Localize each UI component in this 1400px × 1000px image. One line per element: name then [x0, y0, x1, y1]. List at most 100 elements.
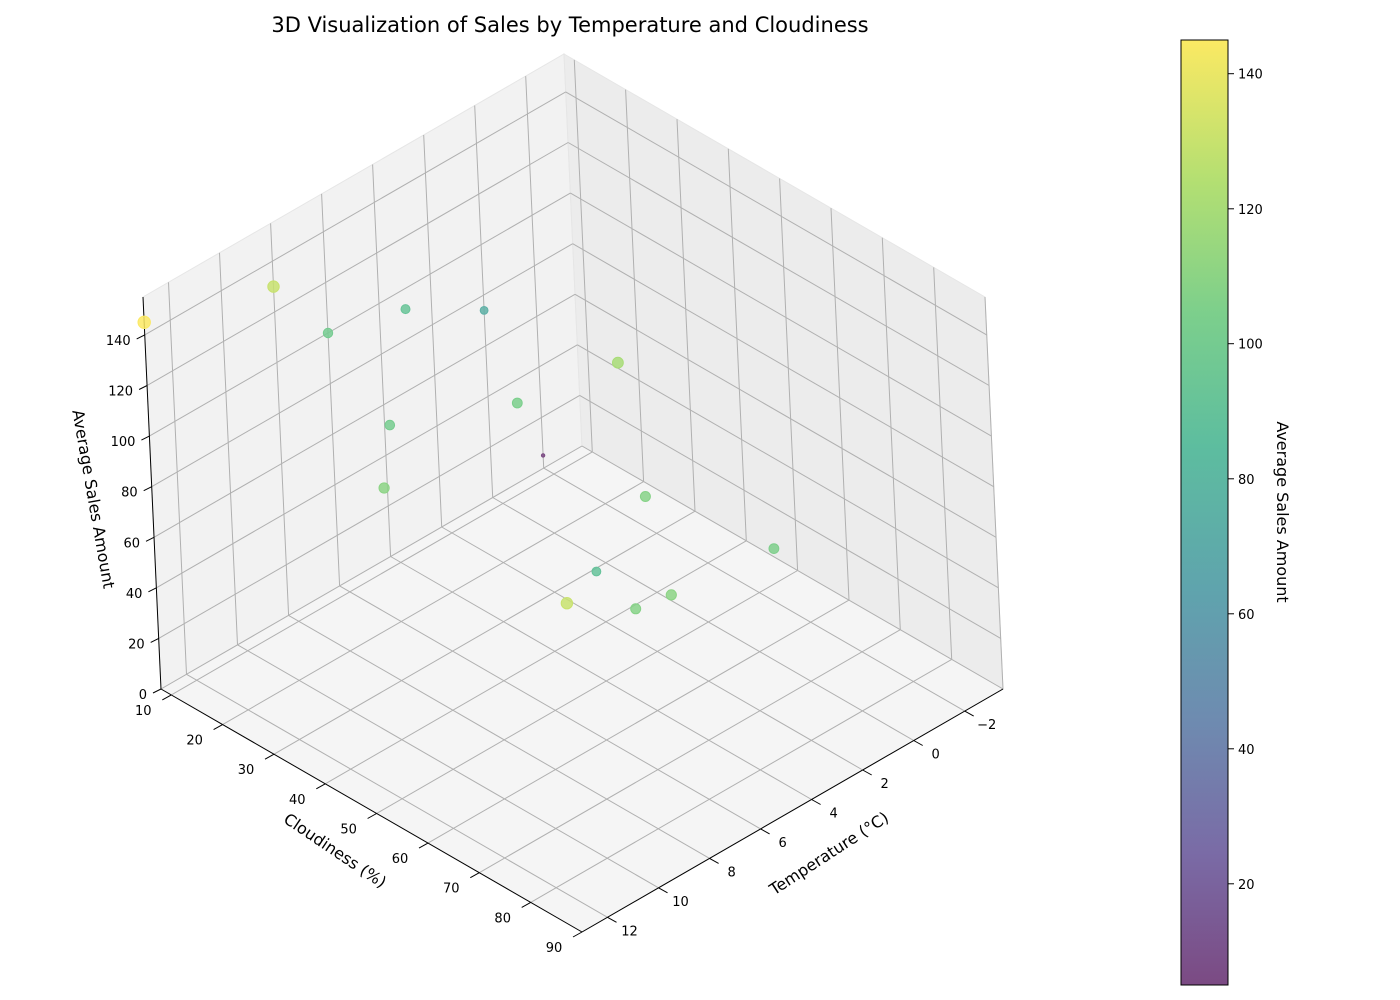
- z-tick-mark: [138, 385, 148, 390]
- y-tick-mark: [213, 724, 223, 731]
- grid-line-z-left: [151, 243, 573, 488]
- z-tick-mark: [136, 334, 145, 340]
- scatter-point: [137, 315, 151, 329]
- x-tick-label: −2: [977, 718, 996, 733]
- x-tick-mark: [709, 857, 719, 864]
- grid-line-z-left: [146, 142, 569, 386]
- grid-line-y-floor: [273, 510, 696, 755]
- y-tick-label: 70: [443, 882, 460, 897]
- x-tick-label: 2: [881, 777, 889, 792]
- y-tick-label: 60: [392, 852, 409, 867]
- x-tick-label: 12: [621, 924, 638, 939]
- y-tick-mark: [316, 783, 326, 790]
- grid-line-z-left: [158, 394, 580, 639]
- grid-line-z-right: [570, 192, 992, 437]
- colorbar-ticks: 20 40 60 80 100 120 140: [1228, 68, 1263, 893]
- scatter-point: [378, 482, 390, 494]
- y-tick-mark: [470, 872, 480, 879]
- grid-line-z-left: [149, 192, 571, 437]
- grid-line-x-floor: [186, 673, 608, 918]
- colorbar-tick-label: 100: [1238, 338, 1263, 353]
- grid-line-z-right: [565, 91, 987, 336]
- z-tick-mark: [145, 536, 155, 542]
- z-tick-label: 140: [106, 334, 131, 349]
- axes-panes: [142, 53, 1005, 933]
- tick-labels: −2 0 2 4 6 8 10 12 10 20 30 40 50 60 70 80 90 0 20 40 60 80 10…: [106, 334, 996, 956]
- y-tick-mark: [367, 813, 377, 819]
- z-tick-mark: [152, 688, 162, 694]
- grid-line-y-floor: [325, 540, 747, 785]
- colorbar-label: Average Sales Amount: [1273, 421, 1292, 602]
- scatter-point: [267, 280, 280, 293]
- z-axis-line: [142, 296, 162, 690]
- grid-line-x-wall: [474, 105, 494, 498]
- scatter-point: [322, 327, 334, 339]
- scatter-point: [591, 566, 602, 577]
- grid-line-x-wall: [321, 193, 341, 586]
- grid-line-x-floor: [390, 556, 812, 800]
- grid-line-z-left: [144, 91, 566, 336]
- z-tick-label: 20: [128, 637, 145, 652]
- y-tick-mark: [418, 842, 429, 849]
- x-axis-label: Temperature (°C): [765, 808, 892, 900]
- scatter-point: [400, 304, 411, 315]
- z-tick-label: 0: [139, 688, 147, 703]
- colorbar: 20 40 60 80 100 120 140 Average Sales Amount: [1180, 39, 1292, 986]
- grid-line-y-floor: [530, 658, 952, 903]
- x-axis-line: [581, 688, 1004, 933]
- z-tick-label: 120: [108, 385, 133, 400]
- grid-line-z-right: [577, 344, 999, 589]
- x-tick-label: 10: [672, 895, 689, 910]
- x-tick-label: 6: [778, 836, 786, 851]
- colorbar-tick-label: 60: [1238, 608, 1255, 623]
- y-axis-label: Cloudiness (%): [280, 809, 390, 892]
- grid-line-x-floor: [543, 467, 965, 712]
- scatter-point: [630, 603, 642, 615]
- scatter-point: [665, 589, 677, 601]
- grid-line-y-floor: [427, 599, 850, 844]
- grid-line-y-wall: [676, 119, 696, 512]
- x-tick-mark: [760, 828, 770, 835]
- y-tick-label: 30: [238, 763, 255, 778]
- y-tick-mark: [521, 901, 531, 908]
- z-tick-label: 100: [111, 435, 136, 450]
- grid-line-z-right: [567, 142, 990, 386]
- scatter-point: [639, 491, 651, 502]
- z-tick-mark: [148, 587, 157, 593]
- grid-line-x-wall: [168, 282, 187, 675]
- grid-line-y-wall: [933, 267, 953, 660]
- grid-line-z-right: [574, 293, 997, 538]
- colorbar-gradient: [1180, 39, 1229, 986]
- grid-line-x-wall: [423, 134, 443, 528]
- grid-line-y-floor: [479, 629, 901, 874]
- axis-lines: [136, 296, 1004, 938]
- grid-line-x-floor: [492, 497, 914, 741]
- grid-line-z-left: [156, 344, 578, 589]
- x-tick-mark: [862, 769, 872, 776]
- y-tick-mark: [264, 753, 275, 760]
- x-tick-mark: [964, 710, 974, 717]
- grid-line-z-left: [160, 445, 583, 690]
- scatter-point: [560, 597, 574, 610]
- z-tick-label: 40: [126, 587, 143, 602]
- z-tick-label: 60: [123, 536, 140, 551]
- y-tick-label: 40: [289, 793, 306, 808]
- y-tick-mark: [572, 931, 583, 938]
- y-tick-label: 10: [135, 704, 152, 719]
- scatter-point: [384, 419, 396, 431]
- grid-line-y-floor: [222, 481, 644, 726]
- x-tick-mark: [607, 916, 617, 923]
- grid-line-x-wall: [525, 76, 545, 469]
- x-tick-label: 0: [932, 748, 940, 763]
- y-tick-label: 50: [340, 823, 357, 838]
- colorbar-tick-label: 120: [1238, 203, 1263, 218]
- grid-line-y-wall: [881, 237, 901, 630]
- z-tick-mark: [143, 486, 152, 492]
- grid-line-y-floor: [376, 570, 798, 814]
- grid-line-x-floor: [237, 644, 659, 889]
- z-tick-mark: [150, 637, 159, 643]
- grid-line-y-wall: [830, 208, 850, 601]
- colorbar-tick-label: 20: [1238, 878, 1255, 893]
- colorbar-tick-label: 140: [1238, 68, 1263, 83]
